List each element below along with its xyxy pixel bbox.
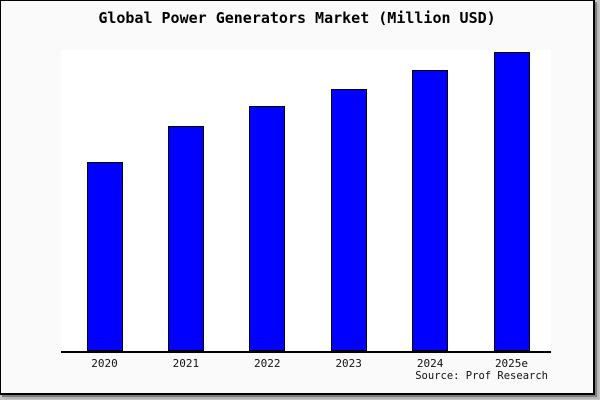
bar-2023: [330, 88, 367, 351]
bar-2022: [249, 106, 286, 351]
bar-2024: [412, 70, 449, 351]
x-tick-2021: 2021: [172, 357, 200, 370]
x-tick-2022: 2022: [254, 357, 281, 370]
chart-title: Global Power Generators Market (Million …: [98, 9, 496, 27]
source-credit: Source: Prof Research: [415, 370, 548, 382]
x-tick-2023: 2023: [335, 357, 362, 370]
bar-2025e: [493, 51, 530, 351]
x-tick-2024: 2024: [416, 357, 444, 370]
x-tick-2025e: 2025e: [494, 357, 529, 370]
bar-2020: [86, 162, 123, 351]
x-tick-2020: 2020: [91, 357, 118, 370]
plot-area: [61, 50, 551, 353]
bar-2021: [167, 126, 204, 351]
chart-frame: Global Power Generators Market (Million …: [0, 0, 595, 395]
